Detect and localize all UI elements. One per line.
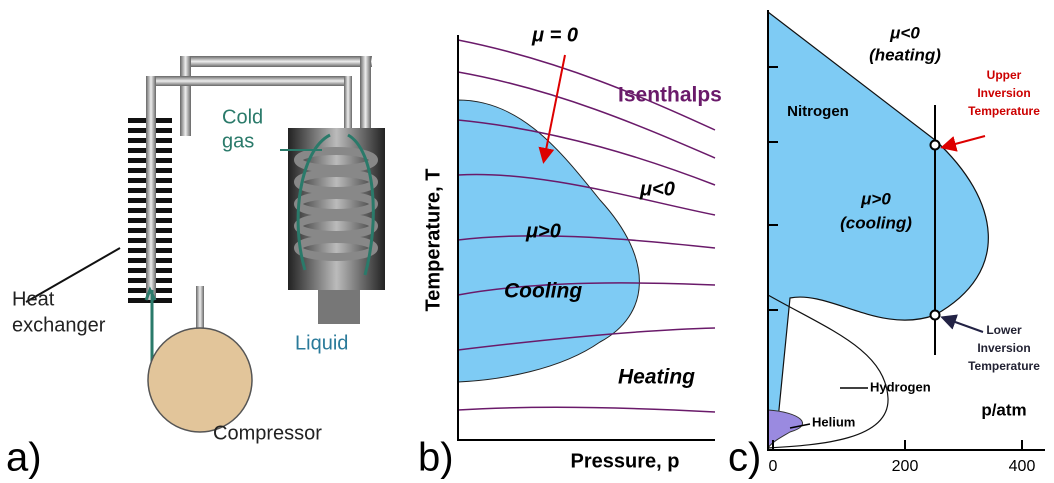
label: Temperature — [968, 359, 1040, 373]
x-tick-label: 200 — [892, 458, 919, 475]
arrow — [944, 136, 985, 147]
label: Hydrogen — [870, 379, 931, 394]
axis-title: p/atm — [981, 400, 1026, 419]
outer-pipe — [180, 56, 191, 136]
label: Temperature — [968, 104, 1040, 118]
panel-label: a) — [6, 436, 42, 480]
figure: Cold gas Heat exchanger Liquid Compresso… — [0, 0, 1054, 483]
x-tick-label: 400 — [1009, 458, 1036, 475]
panel-a: Cold gas Heat exchanger Liquid Compresso… — [6, 56, 385, 480]
panel-label: b) — [418, 436, 454, 480]
x-tick-label: 0 — [769, 458, 778, 475]
label: μ<0 — [889, 23, 920, 42]
label: Liquid — [295, 332, 348, 354]
panel-c: μ<0 (heating) Nitrogen μ>0 (cooling) Upp… — [728, 10, 1045, 480]
arrow — [544, 55, 565, 160]
label: μ = 0 — [531, 24, 578, 46]
axis-title: Pressure, p — [571, 450, 680, 472]
label: (heating) — [869, 45, 941, 64]
label: Inversion — [977, 341, 1030, 355]
label: (cooling) — [840, 213, 912, 232]
label: Cold — [222, 106, 263, 128]
label: Heat — [12, 288, 55, 310]
liquid-reservoir — [318, 290, 360, 324]
label: Isenthalps — [618, 84, 722, 107]
label: Lower — [986, 323, 1022, 337]
label: μ>0 — [525, 220, 561, 242]
label: Compressor — [213, 422, 322, 444]
label: Heating — [618, 366, 695, 389]
point — [931, 141, 940, 150]
label: Inversion — [977, 86, 1030, 100]
panel-b: μ = 0 Isenthalps μ<0 μ>0 Cooling Heating… — [418, 24, 722, 479]
label: Cooling — [504, 280, 582, 303]
outer-pipe — [360, 56, 371, 136]
label: gas — [222, 130, 254, 152]
label: Helium — [812, 414, 855, 429]
page: { "panel_a": { "label": "a)", "cold_gas"… — [0, 0, 1054, 483]
arrow — [944, 318, 983, 332]
axis-title: Temperature, T — [422, 169, 444, 312]
inner-pipe — [146, 76, 156, 300]
label: Nitrogen — [787, 103, 849, 120]
inner-pipe — [146, 76, 352, 86]
panel-label: c) — [728, 436, 761, 480]
label: μ<0 — [639, 178, 675, 200]
label: exchanger — [12, 314, 106, 336]
point — [931, 311, 940, 320]
label: Upper — [987, 68, 1022, 82]
label: μ>0 — [860, 189, 891, 208]
inner-pipe — [344, 76, 352, 136]
compressor — [148, 328, 252, 432]
outer-pipe — [180, 56, 372, 67]
